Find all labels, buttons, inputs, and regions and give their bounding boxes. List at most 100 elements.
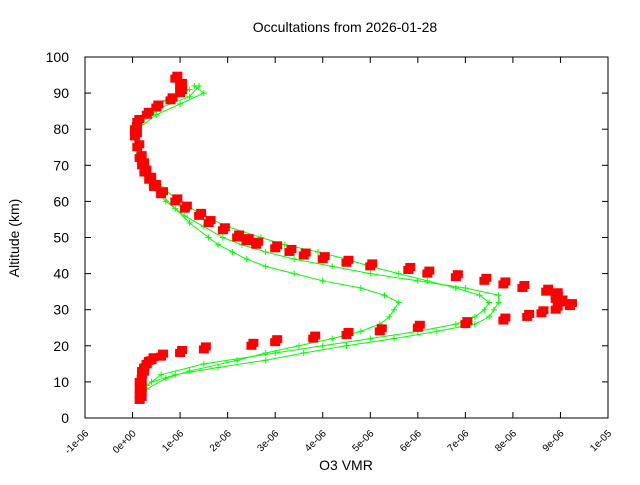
x-tick-label: 2e-06 — [208, 428, 234, 454]
x-tick-label: 9e-06 — [541, 428, 567, 454]
data-point — [481, 273, 492, 282]
data-point — [500, 277, 511, 286]
data-point — [181, 201, 192, 210]
data-point — [490, 306, 497, 313]
data-point — [300, 248, 311, 257]
data-point — [295, 342, 302, 349]
data-point — [452, 285, 459, 292]
data-point — [300, 350, 307, 357]
data-point — [272, 241, 283, 250]
data-point — [310, 331, 321, 340]
series-3 — [129, 71, 577, 404]
data-point — [186, 220, 193, 227]
data-point — [177, 86, 188, 95]
y-tick-label: 90 — [53, 85, 69, 101]
data-point — [471, 313, 478, 320]
y-tick-label: 0 — [61, 410, 69, 426]
y-tick-label: 50 — [53, 230, 69, 246]
data-point — [433, 328, 440, 335]
data-point — [200, 90, 207, 97]
data-point — [200, 342, 211, 351]
data-point — [172, 194, 183, 203]
y-tick-label: 20 — [53, 338, 69, 354]
data-point — [205, 234, 212, 241]
data-point — [253, 237, 264, 246]
data-point — [139, 158, 150, 167]
data-point — [262, 357, 269, 364]
data-point — [186, 86, 193, 93]
data-point — [272, 335, 283, 344]
data-point — [343, 255, 354, 264]
data-point — [462, 317, 473, 326]
x-tick-label: 7e-06 — [446, 428, 472, 454]
data-point — [196, 208, 207, 217]
x-tick-label: 3e-06 — [255, 428, 281, 454]
data-point — [391, 306, 398, 313]
x-tick-label: 4e-06 — [303, 428, 329, 454]
data-point — [262, 248, 269, 255]
data-point — [319, 252, 330, 261]
data-point — [319, 342, 326, 349]
data-point — [495, 292, 502, 299]
x-tick-label: 6e-06 — [398, 428, 424, 454]
data-point — [148, 353, 159, 362]
y-tick-label: 40 — [53, 266, 69, 282]
data-point — [357, 328, 364, 335]
data-point — [367, 259, 378, 268]
data-point — [234, 357, 241, 364]
data-point — [538, 306, 549, 315]
data-point — [243, 234, 254, 243]
x-tick-label: 5e-06 — [351, 428, 377, 454]
data-point — [500, 313, 511, 322]
data-point — [248, 338, 259, 347]
data-point — [153, 100, 164, 109]
data-point — [552, 302, 563, 311]
data-point — [314, 248, 321, 255]
data-point — [134, 140, 145, 149]
plot-area — [129, 71, 577, 404]
data-point — [424, 266, 435, 275]
data-point — [343, 342, 350, 349]
data-point — [134, 114, 145, 123]
data-point — [167, 93, 178, 102]
data-point — [291, 270, 298, 277]
y-axis-label: Altitude (km) — [6, 199, 22, 278]
data-point — [205, 216, 216, 225]
data-point — [376, 324, 387, 333]
series-line — [134, 85, 500, 390]
data-point — [452, 270, 463, 279]
data-point — [215, 364, 222, 371]
data-point — [172, 205, 179, 212]
data-point — [158, 349, 169, 358]
data-point — [381, 292, 388, 299]
data-point — [395, 270, 402, 277]
data-point — [471, 321, 478, 328]
data-point — [343, 327, 354, 336]
x-tick-label: 0e+00 — [111, 428, 139, 456]
chart-title: Occultations from 2026-01-28 — [253, 19, 438, 35]
data-point — [186, 368, 193, 375]
data-point — [219, 223, 230, 232]
data-point — [495, 299, 502, 306]
data-point — [405, 262, 416, 271]
data-point — [486, 299, 493, 306]
y-tick-label: 30 — [53, 302, 69, 318]
data-point — [486, 313, 493, 320]
x-tick-label: 1e-05 — [588, 428, 614, 454]
data-point — [543, 284, 554, 293]
data-point — [262, 263, 269, 270]
data-point — [329, 263, 336, 270]
data-point — [481, 306, 488, 313]
data-point — [150, 179, 161, 188]
data-point — [329, 335, 336, 342]
data-point — [153, 111, 160, 118]
data-point — [367, 335, 374, 342]
x-tick-label: 1e-06 — [160, 428, 186, 454]
data-point — [319, 277, 326, 284]
data-point — [131, 129, 142, 138]
data-point — [519, 281, 530, 290]
data-point — [386, 313, 393, 320]
data-point — [286, 244, 297, 253]
data-point — [215, 241, 222, 248]
